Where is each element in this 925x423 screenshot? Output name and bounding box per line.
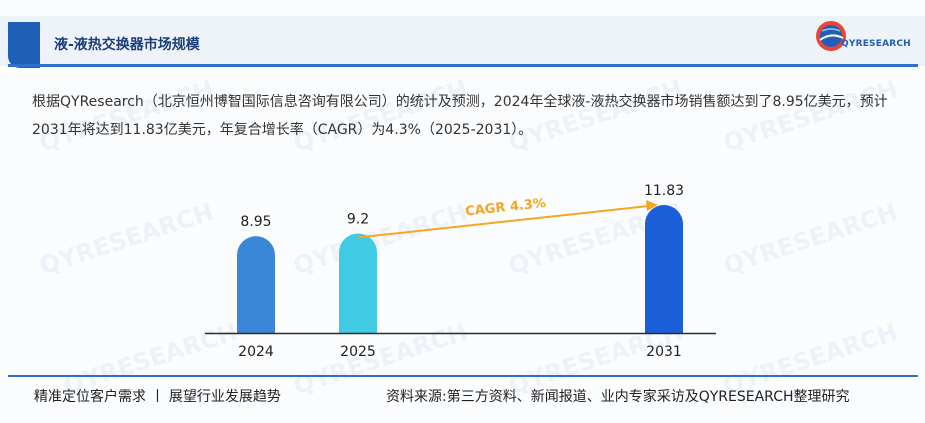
logo-globe-icon	[816, 21, 846, 51]
footer-divider	[8, 375, 918, 377]
footer-tagline: 精准定位客户需求 丨 展望行业发展趋势	[34, 389, 281, 405]
qyresearch-logo: QYRESEARCH	[812, 19, 916, 57]
header-divider	[8, 64, 918, 67]
intro-paragraph: 根据QYResearch（北京恒州博智国际信息咨询有限公司）的统计及预测，202…	[32, 94, 888, 138]
bar-2024	[237, 236, 275, 333]
cagr-arrow-line	[357, 204, 653, 239]
footer-source: 资料来源:第三方资料、新闻报道、业内专家采访及QYRESEARCH整理研究	[386, 389, 850, 405]
header-bar	[0, 16, 925, 66]
header-accent-tab	[8, 22, 40, 68]
cagr-annotation: CAGR 4.3%	[465, 196, 547, 220]
cagr-arrow-head	[646, 200, 658, 211]
page-title: 液-液热交换器市场规模	[54, 37, 200, 53]
bar-2031	[645, 205, 683, 333]
x-tick-label-2031: 2031	[646, 344, 682, 360]
x-tick-label-2025: 2025	[340, 344, 376, 360]
data-label-2025: 9.2	[347, 211, 369, 227]
data-label-2031: 11.83	[644, 183, 684, 199]
logo-text: QYRESEARCH	[841, 39, 911, 49]
data-label-2024: 8.95	[240, 214, 271, 230]
x-tick-label-2024: 2024	[238, 344, 274, 360]
bar-2025	[339, 233, 377, 333]
